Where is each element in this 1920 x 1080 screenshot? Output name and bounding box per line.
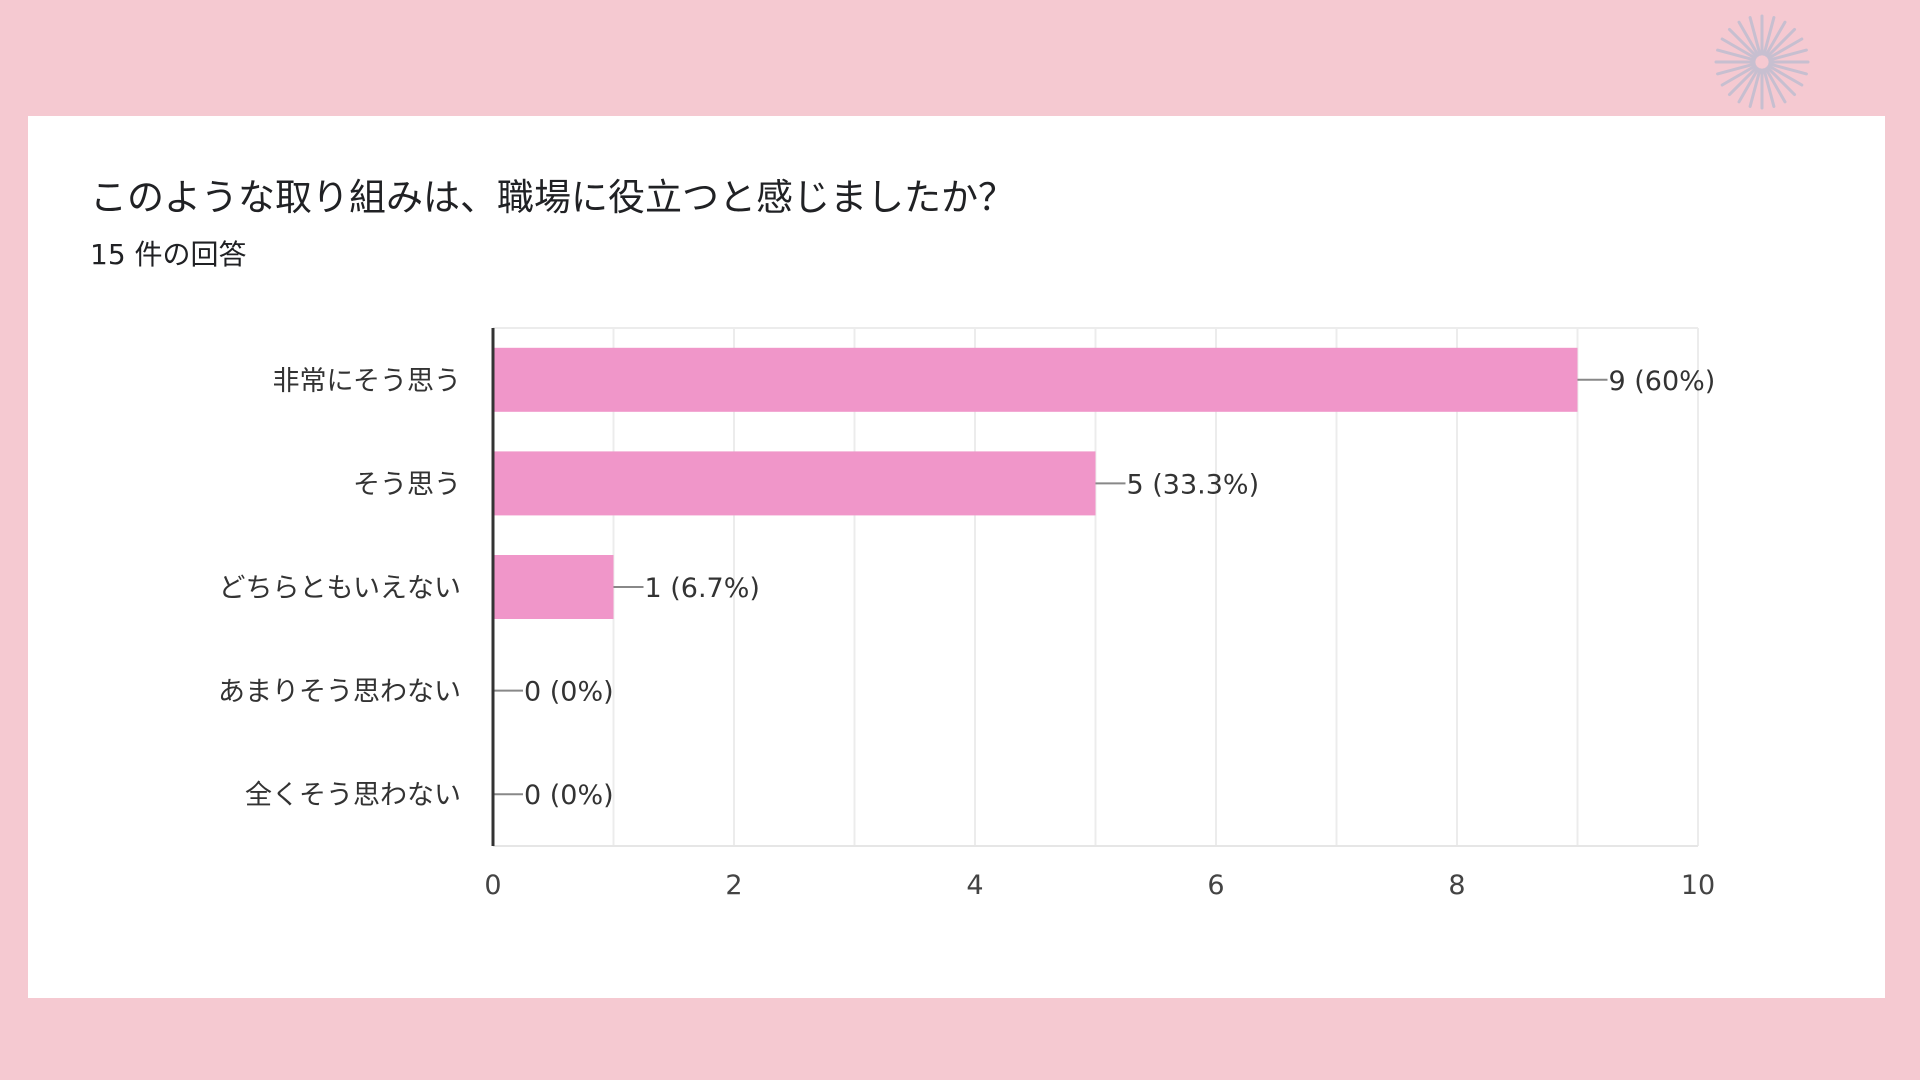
bar [493, 555, 614, 619]
starburst-ray [1767, 64, 1804, 87]
bar-chart: 0 2 4 6 8 10 非常にそう思う 9 (60%) そう思う 5 (33.3%) どちらともい… [218, 327, 1716, 901]
starburst-ray [1720, 64, 1757, 87]
starburst-ray [1720, 37, 1757, 60]
x-tick-label: 4 [966, 870, 983, 901]
response-count: 15 件の回答 [90, 238, 247, 271]
starburst-ray [1767, 37, 1804, 60]
starburst-ray [1716, 48, 1756, 62]
question-title: このような取り組みは、職場に役立つと感じましたか？ [90, 176, 1015, 219]
value-label: 5 (33.3%) [1127, 469, 1260, 500]
starburst-ray [1762, 16, 1776, 56]
starburst-ray [1768, 62, 1808, 76]
starburst-ray [1762, 68, 1776, 108]
value-label: 0 (0%) [524, 677, 614, 708]
category-label: 非常にそう思う [273, 366, 461, 397]
starburst-ray [1768, 48, 1808, 62]
starburst-ray [1766, 66, 1797, 97]
starburst-ray [1766, 27, 1797, 58]
category-label: どちらともいえない [219, 573, 461, 604]
x-tick-label: 10 [1681, 870, 1715, 901]
x-tick-label: 8 [1448, 870, 1465, 901]
category-label: あまりそう思わない [218, 677, 461, 708]
x-tick-label: 6 [1207, 870, 1224, 901]
starburst-icon [1714, 14, 1810, 110]
bar [493, 347, 1578, 412]
value-label: 1 (6.7%) [645, 573, 760, 604]
value-label: 0 (0%) [524, 780, 614, 811]
bar [493, 451, 1096, 516]
starburst-ray [1737, 20, 1760, 57]
chart-card: このような取り組みは、職場に役立つと感じましたか？ 15 件の回答 0 2 4 6 8 1… [28, 116, 1885, 998]
starburst-ray [1716, 62, 1756, 76]
starburst-ray [1727, 66, 1758, 97]
x-tick-label: 0 [484, 870, 501, 901]
starburst-ray [1727, 27, 1758, 58]
starburst-ray [1748, 16, 1762, 56]
category-label: 全くそう思わない [245, 780, 461, 811]
starburst-ray [1748, 68, 1762, 108]
value-label: 9 (60%) [1609, 366, 1716, 397]
category-label: そう思う [353, 469, 461, 500]
starburst-ray [1764, 20, 1787, 57]
starburst-ray [1737, 67, 1760, 104]
x-tick-label: 2 [725, 870, 742, 901]
starburst-ray [1764, 67, 1787, 104]
